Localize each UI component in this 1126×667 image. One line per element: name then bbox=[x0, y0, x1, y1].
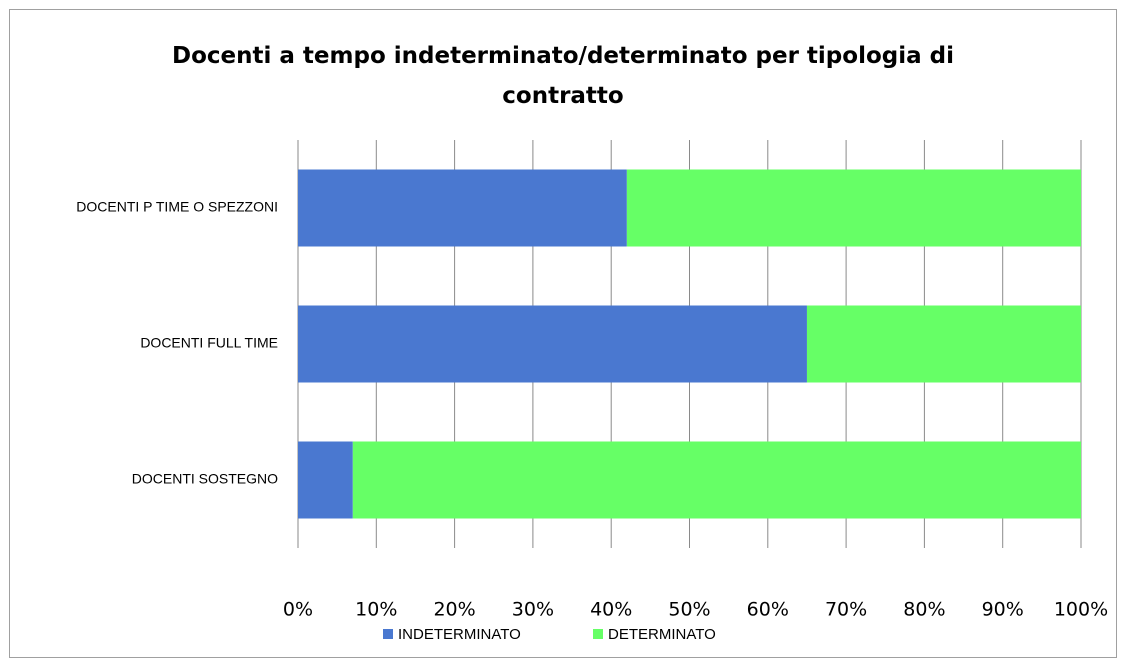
bar-segment bbox=[352, 441, 1081, 519]
x-tick-label: 10% bbox=[355, 599, 397, 621]
legend-label: DETERMINATO bbox=[608, 626, 716, 643]
y-tick-label: DOCENTI SOSTEGNO bbox=[132, 471, 278, 487]
bar-segment bbox=[298, 441, 353, 519]
x-tick-label: 20% bbox=[433, 599, 475, 621]
chart-title: Docenti a tempo indeterminato/determinat… bbox=[172, 43, 954, 109]
x-tick-label: 100% bbox=[1054, 599, 1108, 621]
x-tick-label: 50% bbox=[668, 599, 710, 621]
bar-segment bbox=[806, 305, 1081, 383]
y-tick-label: DOCENTI FULL TIME bbox=[140, 335, 278, 351]
y-tick-label: DOCENTI P TIME O SPEZZONI bbox=[76, 199, 278, 215]
x-tick-label: 40% bbox=[590, 599, 632, 621]
x-tick-label: 30% bbox=[512, 599, 554, 621]
x-tick-label: 0% bbox=[283, 599, 313, 621]
x-tick-label: 90% bbox=[982, 599, 1024, 621]
bar-segment bbox=[626, 169, 1081, 247]
bar-segment bbox=[298, 305, 807, 383]
x-tick-label: 80% bbox=[903, 599, 945, 621]
legend-swatch bbox=[383, 629, 393, 639]
bar-segment bbox=[298, 169, 627, 247]
x-tick-label: 70% bbox=[825, 599, 867, 621]
legend-swatch bbox=[593, 629, 603, 639]
x-tick-label: 60% bbox=[747, 599, 789, 621]
legend-label: INDETERMINATO bbox=[398, 626, 521, 643]
